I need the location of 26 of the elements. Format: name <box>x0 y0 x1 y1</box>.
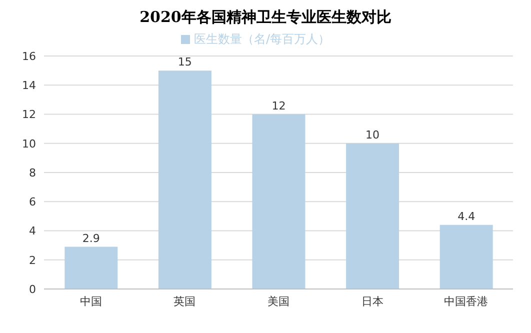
y-tick-label: 16 <box>22 50 36 63</box>
x-tick-label: 英国 <box>174 294 196 308</box>
legend-label: 医生数量（名/每百万人） <box>194 32 330 46</box>
y-tick-label: 10 <box>22 137 36 150</box>
data-label: 12 <box>272 99 286 112</box>
data-label: 4.4 <box>458 210 476 223</box>
x-tick-label: 美国 <box>268 294 290 308</box>
data-label: 2.9 <box>82 232 100 245</box>
y-tick-label: 0 <box>29 282 36 296</box>
bar <box>158 70 212 289</box>
x-tick-label: 中国香港 <box>444 294 488 308</box>
x-tick-label: 中国 <box>80 294 102 308</box>
data-label: 15 <box>178 56 192 69</box>
chart-title: 2020年各国精神卫生专业医生数对比 <box>138 8 392 27</box>
bar <box>252 114 306 289</box>
y-tick-label: 2 <box>29 254 36 267</box>
data-label: 10 <box>366 128 380 142</box>
y-tick-label: 4 <box>29 224 36 238</box>
y-tick-label: 12 <box>22 108 36 122</box>
y-tick-label: 6 <box>29 196 36 209</box>
bar <box>440 224 493 289</box>
bar <box>64 246 118 289</box>
y-tick-label: 14 <box>22 79 36 92</box>
y-tick-label: 8 <box>29 166 36 180</box>
x-tick-label: 日本 <box>361 294 384 308</box>
bar <box>346 143 400 289</box>
